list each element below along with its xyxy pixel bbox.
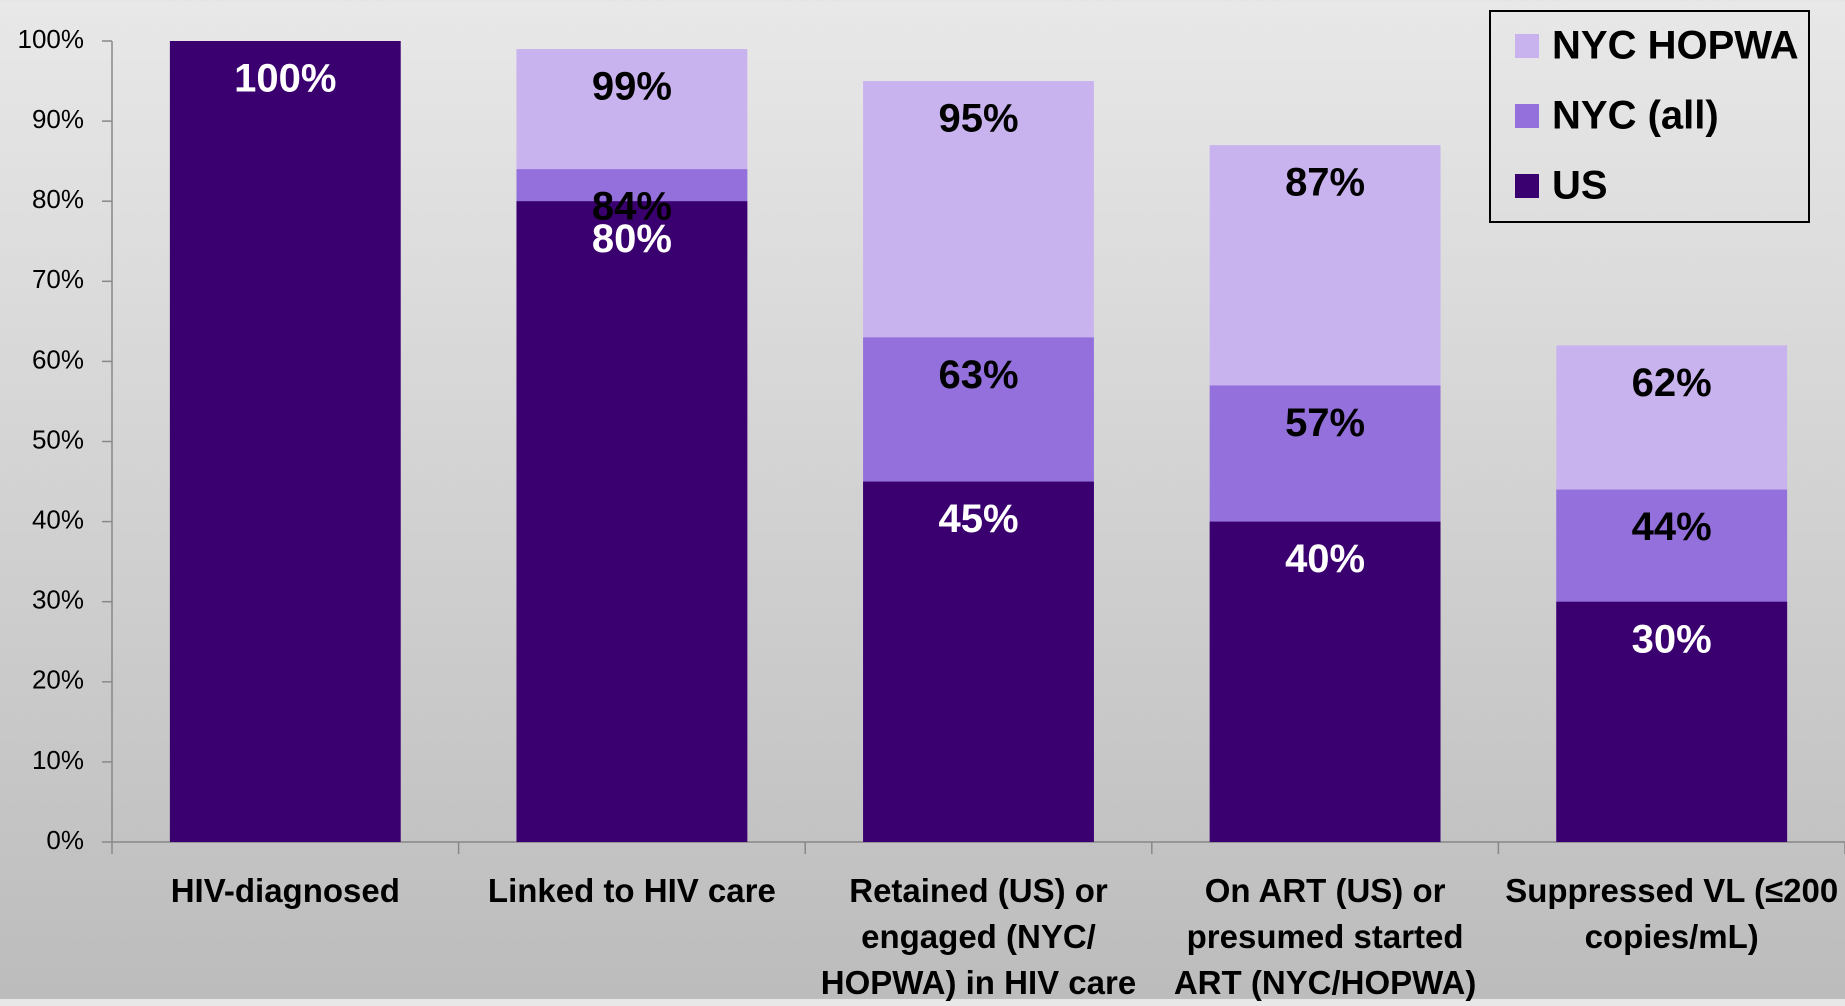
- y-tick-label: 60%: [32, 344, 84, 374]
- data-label: 99%: [592, 65, 672, 109]
- data-label: 84%: [592, 185, 672, 229]
- data-label: 80%: [592, 217, 672, 261]
- data-label: 45%: [938, 497, 1018, 541]
- legend-label: US: [1552, 164, 1608, 208]
- data-label: 87%: [1285, 161, 1365, 205]
- bar: [169, 41, 401, 842]
- y-tick-label: 0%: [46, 825, 84, 855]
- bar: [516, 201, 748, 842]
- data-label: 100%: [234, 57, 336, 101]
- data-label: 44%: [1632, 505, 1712, 549]
- data-label: 30%: [1632, 617, 1712, 661]
- legend-label: NYC HOPWA: [1552, 24, 1799, 68]
- y-tick-label: 100%: [18, 24, 85, 54]
- legend-swatch: [1515, 174, 1539, 198]
- legend-swatch: [1515, 104, 1539, 128]
- y-tick-label: 80%: [32, 184, 84, 214]
- x-tick-label: HIV-diagnosed: [170, 872, 400, 909]
- bar: [1209, 521, 1441, 842]
- bar: [863, 481, 1094, 842]
- x-tick-label: Suppressed VL (≤200 copies/mL): [1505, 872, 1839, 955]
- x-tick-label: Retained (US) or engaged (NYC/ HOPWA) in…: [820, 872, 1137, 1001]
- bar: [1556, 601, 1788, 842]
- y-tick-label: 40%: [32, 504, 84, 534]
- data-label: 57%: [1285, 401, 1365, 445]
- y-tick-label: 70%: [32, 264, 84, 294]
- y-tick-label: 10%: [32, 745, 84, 775]
- data-label: 62%: [1632, 361, 1712, 405]
- x-tick-label: Linked to HIV care: [487, 872, 776, 909]
- data-label: 40%: [1285, 537, 1365, 581]
- legend-swatch: [1515, 34, 1539, 58]
- y-tick-label: 90%: [32, 104, 84, 134]
- data-label: 95%: [938, 97, 1018, 141]
- y-tick-label: 50%: [32, 424, 84, 454]
- data-label: 63%: [938, 353, 1018, 397]
- y-tick-label: 30%: [32, 585, 84, 615]
- y-tick-label: 20%: [32, 665, 84, 695]
- legend-label: NYC (all): [1552, 94, 1719, 138]
- x-tick-label: On ART (US) or presumed started ART (NYC…: [1173, 872, 1477, 1001]
- legend-box: [1489, 10, 1810, 223]
- legend: NYC HOPWA NYC (all) US: [1489, 10, 1810, 223]
